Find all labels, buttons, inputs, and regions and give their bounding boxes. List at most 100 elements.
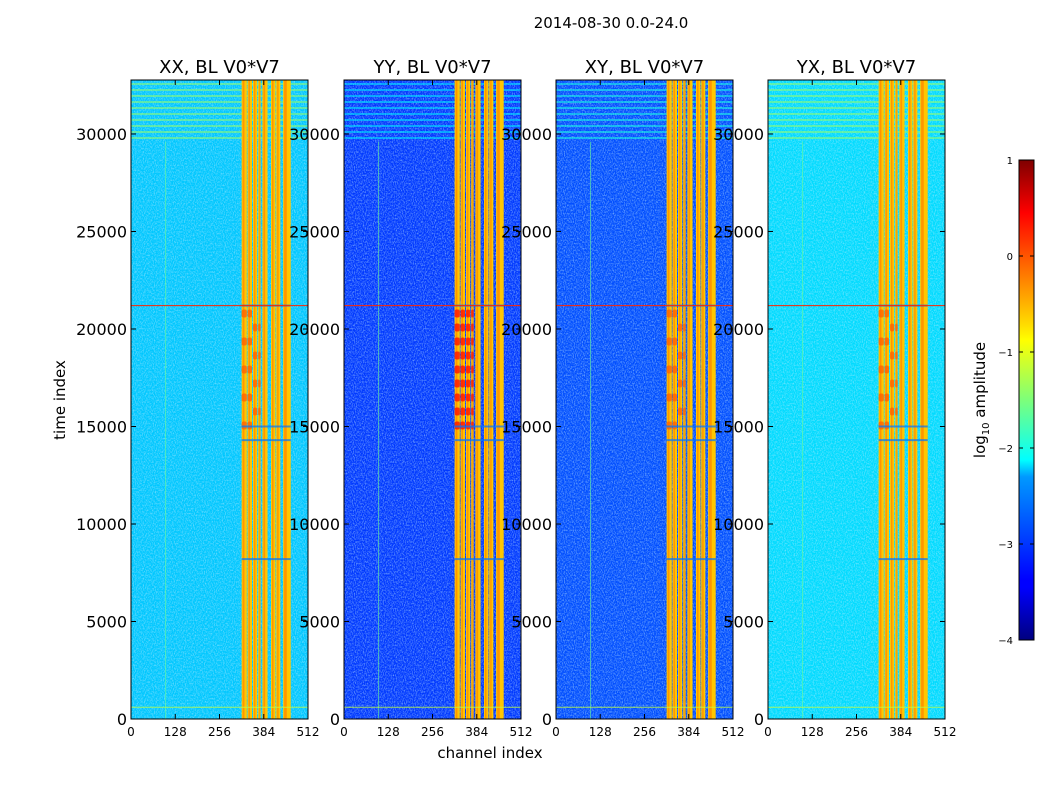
rfi-band-core — [921, 80, 924, 719]
rfi-hotspot — [878, 421, 884, 430]
heatmap-stripe — [344, 131, 521, 133]
x-tick-label: 128 — [801, 725, 824, 739]
y-tick-label: 20000 — [713, 320, 764, 339]
colorbar: 1 0 −1 −2 −3 −4 log10 amplitude — [971, 156, 1035, 647]
rfi-hotspot — [890, 379, 895, 388]
y-tick-label: 15000 — [289, 417, 340, 436]
rfi-hotspot — [466, 351, 471, 360]
rfi-hotspot — [890, 323, 895, 332]
heatmap-noise — [556, 80, 733, 719]
x-tick-label: 128 — [377, 725, 400, 739]
heatmap-noise — [131, 80, 308, 719]
rfi-hotspot — [672, 337, 677, 346]
rfi-hotspot — [884, 365, 889, 374]
rfi-band-core — [263, 80, 266, 719]
panel-title: XX, BL V0*V7 — [159, 57, 280, 78]
rfi-hotspot — [241, 365, 247, 374]
y-tick-label: 15000 — [76, 417, 127, 436]
x-tick-label: 512 — [297, 725, 320, 739]
rfi-hotspot — [466, 323, 471, 332]
rfi-hotspot — [678, 379, 683, 388]
colorbar-tick-label: −2 — [998, 444, 1013, 455]
rfi-hotspot — [253, 323, 258, 332]
rfi-hotspot — [460, 421, 465, 430]
x-tick-label: 256 — [633, 725, 656, 739]
x-tick-label: 512 — [510, 725, 533, 739]
rfi-hotspot — [678, 407, 683, 416]
rfi-band-core — [277, 80, 279, 719]
panel-title: YY, BL V0*V7 — [372, 57, 491, 78]
x-tick-label: 0 — [127, 725, 135, 739]
rfi-band-core — [688, 80, 691, 719]
y-tick-label: 25000 — [501, 222, 552, 241]
heatmap-stripe — [556, 107, 733, 109]
x-tick-label: 512 — [934, 725, 957, 739]
rfi-hotspot — [884, 309, 889, 318]
heatmap-stripe — [556, 89, 733, 91]
x-tick-label: 0 — [340, 725, 348, 739]
colorbar-tick-label: 1 — [1007, 156, 1013, 167]
rfi-hotspot — [247, 393, 252, 402]
y-axis-label: time index — [51, 360, 69, 440]
rfi-hotspot — [471, 379, 474, 388]
rfi-hotspot — [247, 309, 252, 318]
time-gap — [666, 425, 716, 428]
rfi-hotspot — [878, 337, 884, 346]
x-tick-label: 384 — [465, 725, 488, 739]
rfi-band-core — [697, 80, 699, 719]
rfi-hotspot — [253, 379, 258, 388]
rfi-band — [496, 80, 504, 719]
rfi-band-core — [485, 80, 487, 719]
heatmap-stripe — [768, 119, 945, 121]
heatmap-stripe — [131, 107, 308, 109]
rfi-band-core — [891, 80, 893, 719]
time-gap — [241, 425, 291, 428]
rfi-band-core — [909, 80, 911, 719]
time-gap — [241, 439, 291, 442]
rfi-hotspot — [878, 393, 884, 402]
rfi-hotspot — [471, 421, 474, 430]
heatmap-stripe — [768, 125, 945, 127]
y-tick-label: 0 — [754, 710, 764, 729]
time-gap — [666, 439, 716, 442]
heatmap-stripe — [131, 131, 308, 133]
x-tick-label: 384 — [252, 725, 275, 739]
rfi-band-core — [709, 80, 712, 719]
rfi-hotspot — [466, 379, 471, 388]
rfi-band-core — [702, 80, 704, 719]
heatmap-stripe — [131, 89, 308, 91]
rfi-hotspot — [466, 421, 471, 430]
heatmap-stripe — [344, 119, 521, 121]
x-tick-label: 0 — [764, 725, 772, 739]
time-gap — [454, 439, 504, 442]
panel-title: XY, BL V0*V7 — [585, 57, 704, 78]
heatmap-stripe — [768, 101, 945, 103]
x-tick-label: 0 — [552, 725, 560, 739]
y-tick-label: 5000 — [511, 612, 552, 631]
panel-2: YY, BL V0*V7 0 128 256 384 512 0 5000 10000 15000… — [289, 57, 532, 739]
panel-title: YX, BL V0*V7 — [796, 57, 916, 78]
heatmap-stripe — [131, 113, 308, 115]
rfi-hotspot — [460, 323, 465, 332]
x-tick-label: 256 — [421, 725, 444, 739]
y-tick-label: 30000 — [289, 125, 340, 144]
time-gap — [454, 558, 504, 561]
rfi-hotspot — [454, 309, 460, 318]
heatmap-stripe — [344, 125, 521, 127]
rfi-hotspot — [471, 323, 474, 332]
rfi-hotspot — [454, 379, 460, 388]
rfi-band-core — [896, 80, 898, 719]
rfi-hotspot — [454, 421, 460, 430]
panel-3: XY, BL V0*V7 0 128 256 384 512 0 5000 10000 15000… — [501, 57, 744, 739]
rfi-hotspot — [672, 421, 677, 430]
rfi-hotspot — [454, 323, 460, 332]
y-tick-label: 30000 — [501, 125, 552, 144]
y-tick-label: 25000 — [289, 222, 340, 241]
rfi-hotspot — [253, 351, 258, 360]
colorbar-tick-label: −4 — [998, 636, 1013, 647]
rfi-hotspot — [454, 351, 460, 360]
heatmap-stripe — [344, 89, 521, 91]
heatmap-panels: XX, BL V0*V7 0 128 256 384 512 0 5000 10000 15000… — [76, 57, 956, 739]
y-tick-label: 10000 — [713, 515, 764, 534]
rfi-hotspot — [247, 337, 252, 346]
